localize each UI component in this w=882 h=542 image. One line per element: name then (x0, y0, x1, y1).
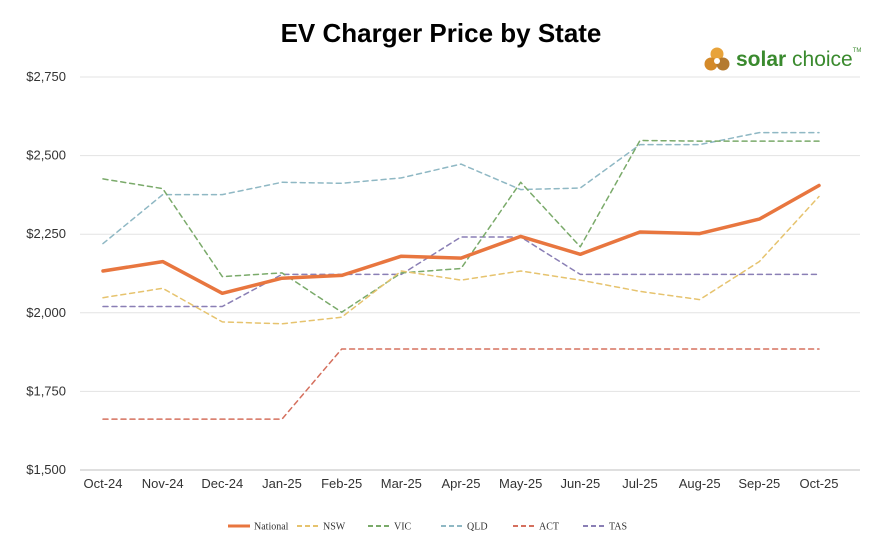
x-tick-label: Feb-25 (321, 476, 362, 491)
series-line-act (102, 348, 820, 420)
logo-trademark: TM (852, 48, 862, 54)
legend-label-act: ACT (539, 522, 559, 533)
legend-label-nsw: NSW (323, 522, 346, 533)
x-tick-label: Sep-25 (738, 476, 780, 491)
x-tick-label: Aug-25 (679, 476, 721, 491)
x-tick-label: Jan-25 (262, 476, 302, 491)
y-tick-label: $1,500 (26, 462, 66, 477)
logo-wordmark: solar choice (736, 48, 853, 71)
legend-label-national: National (254, 522, 289, 533)
y-tick-label: $2,000 (26, 305, 66, 320)
x-tick-label: May-25 (499, 476, 542, 491)
series-line-tas (102, 236, 820, 308)
x-tick-label: Oct-25 (799, 476, 838, 491)
legend-label-qld: QLD (467, 522, 488, 533)
x-tick-label: Jun-25 (560, 476, 600, 491)
series-line-nsw (102, 195, 820, 325)
series-line-qld (102, 131, 820, 245)
legend-label-tas: TAS (609, 522, 627, 533)
legend: National NSW VIC QLD ACT TAS (228, 522, 627, 533)
series-lines (101, 131, 821, 420)
solar-choice-logo-icon (704, 47, 730, 71)
y-tick-label: $2,500 (26, 148, 66, 163)
grid-lines (80, 76, 860, 471)
x-tick-label: Oct-24 (83, 476, 122, 491)
series-line-national (101, 183, 821, 296)
solar-choice-logo: solar choice TM (702, 44, 861, 76)
x-axis-ticks: Oct-24 Nov-24 Dec-24 Jan-25 Feb-25 Mar-25 Apr-… (83, 476, 838, 491)
y-tick-label: $1,750 (26, 383, 66, 398)
y-axis-ticks: $1,500 $1,750 $2,000 $2,250 $2,500 $2,750 (26, 69, 66, 477)
chart-title: EV Charger Price by State (280, 18, 602, 48)
legend-label-vic: VIC (394, 522, 412, 533)
x-tick-label: Apr-25 (441, 476, 480, 491)
y-tick-label: $2,750 (26, 69, 66, 84)
series-line-vic (102, 139, 820, 313)
x-tick-label: Dec-24 (201, 476, 243, 491)
x-tick-label: Nov-24 (142, 476, 184, 491)
y-tick-label: $2,250 (26, 226, 66, 241)
x-tick-label: Jul-25 (622, 476, 657, 491)
x-tick-label: Mar-25 (381, 476, 422, 491)
